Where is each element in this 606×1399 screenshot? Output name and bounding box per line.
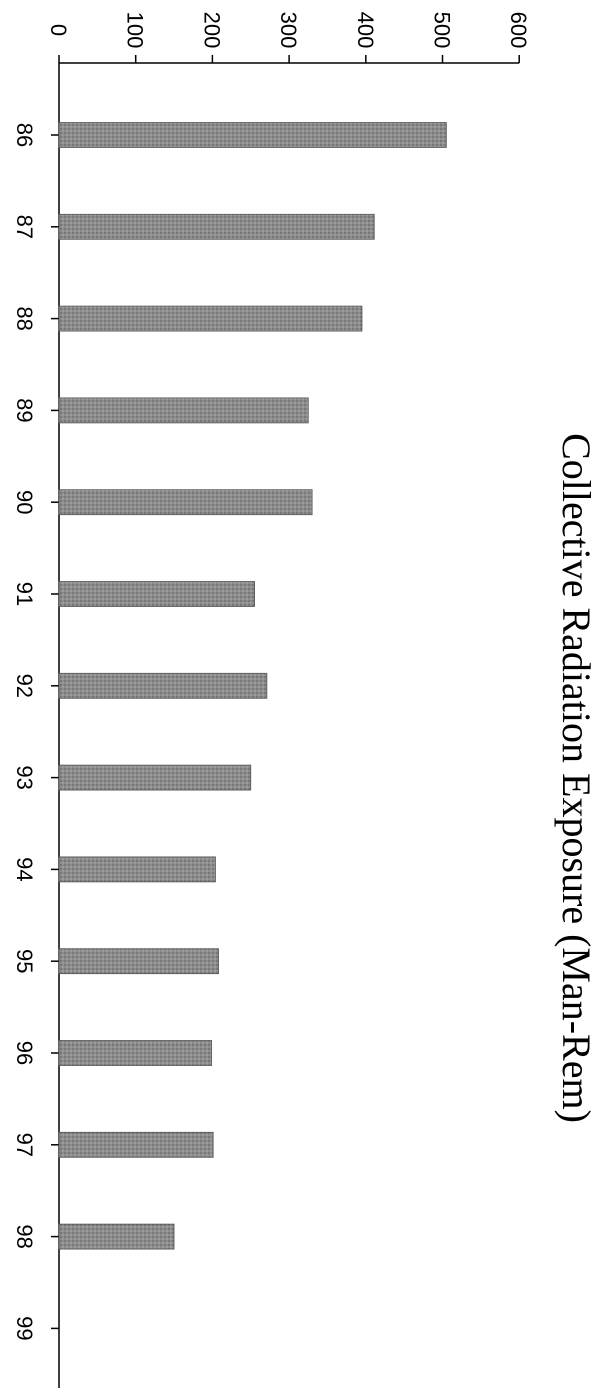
category-tick-label: 90 (12, 490, 37, 514)
bar-86 (58, 122, 447, 148)
value-tick-label: 600 (506, 12, 531, 49)
category-tick-label: 91 (12, 582, 37, 606)
category-tick-label: 93 (12, 765, 37, 789)
bar-88 (58, 305, 363, 332)
value-tick-label: 500 (430, 12, 455, 49)
bar-95 (58, 948, 219, 975)
bar-97 (58, 1131, 214, 1158)
bar-92 (58, 672, 268, 699)
bar-96 (58, 1040, 213, 1066)
category-tick-label: 92 (12, 674, 37, 698)
value-tick-label: 0 (46, 24, 71, 36)
category-tick-label: 95 (12, 949, 37, 973)
category-tick-label: 98 (12, 1224, 37, 1248)
category-tick-label: 94 (12, 857, 37, 881)
category-tick-label: 86 (12, 123, 37, 147)
value-tick-label: 100 (123, 12, 148, 49)
bar-98 (58, 1223, 175, 1250)
value-tick-label: 400 (353, 12, 378, 49)
bar-93 (58, 764, 252, 791)
axes (51, 55, 520, 1388)
bar-91 (58, 581, 255, 607)
bar-89 (58, 397, 309, 424)
bar-94 (58, 856, 216, 883)
tick-labels: 0 100 200 300 400 500 600 86 87 88 89 90 91 92 93 94 95 9… (12, 12, 531, 1341)
category-tick-label: 96 (12, 1041, 37, 1065)
bar-87 (58, 213, 375, 240)
value-tick-label: 300 (276, 12, 301, 49)
category-tick-label: 97 (12, 1133, 37, 1157)
category-tick-label: 88 (12, 306, 37, 330)
bar-90 (58, 489, 313, 516)
category-tick-label: 87 (12, 215, 37, 239)
value-tick-label: 200 (199, 12, 224, 49)
chart-title: Collective Radiation Exposure (Man-Rem) (554, 433, 599, 1123)
bars (58, 122, 447, 1250)
category-tick-label: 89 (12, 398, 37, 422)
category-tick-label: 99 (12, 1316, 37, 1340)
